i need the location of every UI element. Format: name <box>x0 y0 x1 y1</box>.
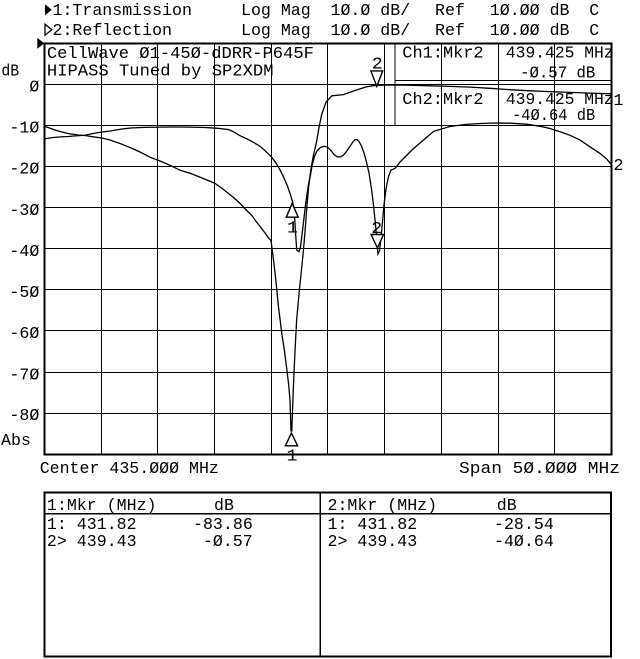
svg-text:439.43: 439.43 <box>357 533 417 552</box>
svg-text:2>: 2> <box>47 533 67 552</box>
svg-text:Center 435.ØØØ MHz: Center 435.ØØØ MHz <box>40 460 219 479</box>
svg-text:Ch2:Mkr2: Ch2:Mkr2 <box>402 91 483 110</box>
svg-text:1Ø.ØØ dB: 1Ø.ØØ dB <box>490 22 570 41</box>
svg-text:-1Ø: -1Ø <box>9 120 39 139</box>
svg-text:C: C <box>589 22 599 41</box>
svg-text:1: 1 <box>287 219 298 238</box>
svg-text:2:Reflection: 2:Reflection <box>53 22 173 41</box>
svg-text:-8Ø: -8Ø <box>9 407 39 426</box>
svg-text:Log Mag: Log Mag <box>241 2 311 21</box>
svg-text:dB: dB <box>214 497 234 516</box>
svg-text:1Ø.ØØ dB: 1Ø.ØØ dB <box>490 2 570 21</box>
svg-text:439.425 MHz: 439.425 MHz <box>506 91 614 110</box>
svg-text:dB: dB <box>1 62 19 81</box>
svg-text:431.82: 431.82 <box>77 516 137 535</box>
svg-text:Ref: Ref <box>435 22 465 41</box>
svg-text:Span 5Ø.ØØØ MHz: Span 5Ø.ØØØ MHz <box>459 460 620 479</box>
svg-text:-Ø.57 dB: -Ø.57 dB <box>520 64 595 83</box>
svg-text:-Ø.57: -Ø.57 <box>203 533 253 552</box>
svg-text:1:Mkr (MHz): 1:Mkr (MHz) <box>47 497 157 516</box>
svg-text:439.43: 439.43 <box>77 533 137 552</box>
svg-text:1: 1 <box>287 447 298 466</box>
svg-text:1:: 1: <box>47 516 67 535</box>
svg-text:2: 2 <box>371 220 382 239</box>
svg-text:1:Transmission: 1:Transmission <box>53 2 192 21</box>
svg-text:-7Ø: -7Ø <box>9 366 39 385</box>
svg-text:-4Ø.64: -4Ø.64 <box>494 533 554 552</box>
svg-text:-3Ø: -3Ø <box>9 202 39 221</box>
svg-text:Log Mag: Log Mag <box>241 22 311 41</box>
svg-text:1:: 1: <box>328 516 348 535</box>
svg-text:Ref: Ref <box>435 2 465 21</box>
svg-text:-2Ø: -2Ø <box>9 161 39 180</box>
svg-text:1Ø.Ø dB/: 1Ø.Ø dB/ <box>331 2 411 21</box>
svg-text:Ø: Ø <box>29 79 39 98</box>
svg-text:-83.86: -83.86 <box>193 516 253 535</box>
svg-text:-6Ø: -6Ø <box>9 325 39 344</box>
svg-text:2>: 2> <box>328 533 348 552</box>
svg-text:1: 1 <box>614 92 624 111</box>
svg-text:-4Ø: -4Ø <box>9 243 39 262</box>
svg-text:-5Ø: -5Ø <box>9 284 39 303</box>
svg-text:Abs: Abs <box>1 432 31 451</box>
svg-text:431.82: 431.82 <box>357 516 417 535</box>
svg-text:HIPASS Tuned by SP2XDM: HIPASS Tuned by SP2XDM <box>47 62 274 81</box>
svg-text:Ch1:Mkr2: Ch1:Mkr2 <box>402 45 483 64</box>
svg-text:dB: dB <box>497 497 517 516</box>
svg-text:CellWave Ø1-45Ø-dDRR-P645F: CellWave Ø1-45Ø-dDRR-P645F <box>47 45 314 64</box>
svg-text:-4Ø.64 dB: -4Ø.64 dB <box>512 107 595 126</box>
svg-text:1Ø.Ø dB/: 1Ø.Ø dB/ <box>331 22 411 41</box>
svg-text:439.425 MHz: 439.425 MHz <box>506 45 614 64</box>
svg-text:2: 2 <box>372 55 383 74</box>
svg-text:C: C <box>589 2 599 21</box>
svg-text:2: 2 <box>614 157 624 176</box>
svg-text:2:Mkr (MHz): 2:Mkr (MHz) <box>328 497 438 516</box>
svg-text:-28.54: -28.54 <box>494 516 554 535</box>
